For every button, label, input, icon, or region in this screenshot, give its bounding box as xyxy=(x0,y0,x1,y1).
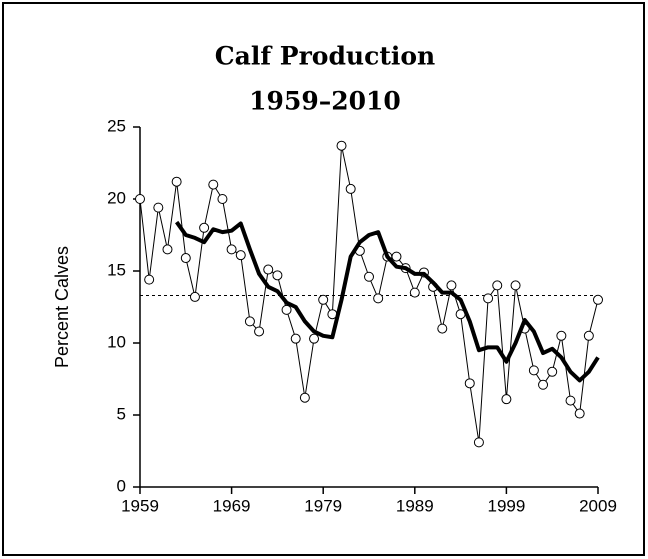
chart-title: Calf Production xyxy=(215,42,435,71)
point xyxy=(180,253,191,264)
point xyxy=(318,294,329,305)
point xyxy=(345,183,356,194)
y-tick-label: 25 xyxy=(107,116,126,135)
point xyxy=(162,244,173,255)
y-tick-label: 5 xyxy=(117,404,126,423)
point xyxy=(336,140,347,151)
point xyxy=(309,333,320,344)
point xyxy=(217,194,228,204)
trend-line xyxy=(175,220,600,383)
point xyxy=(593,294,603,305)
y-tick-label: 15 xyxy=(107,260,126,279)
point xyxy=(528,365,539,376)
x-tick-label: 1969 xyxy=(213,496,251,515)
point xyxy=(364,271,374,282)
point xyxy=(208,179,219,190)
chart-subtitle: 1959–2010 xyxy=(249,87,401,116)
y-axis-label: Percent Calves xyxy=(52,246,72,368)
point xyxy=(574,408,585,419)
point xyxy=(254,326,265,337)
point xyxy=(547,366,558,377)
point xyxy=(583,330,594,341)
point xyxy=(464,378,475,389)
x-tick-label: 1979 xyxy=(304,496,342,515)
point xyxy=(244,316,255,327)
y-tick-label: 10 xyxy=(107,332,126,351)
x-tick-label: 1999 xyxy=(487,496,525,515)
x-tick-label: 1989 xyxy=(396,496,434,515)
point xyxy=(446,280,457,291)
point xyxy=(199,222,210,233)
point xyxy=(409,287,420,298)
point xyxy=(391,251,402,262)
point xyxy=(299,392,310,403)
point xyxy=(373,293,384,304)
point xyxy=(226,244,237,255)
point xyxy=(473,437,484,448)
y-tick-label: 20 xyxy=(107,188,126,207)
point xyxy=(189,291,200,302)
point xyxy=(483,293,494,304)
point xyxy=(135,194,145,204)
x-tick-label: 2009 xyxy=(579,496,617,515)
point xyxy=(565,395,576,406)
point xyxy=(144,274,155,285)
x-tick-label: 1959 xyxy=(121,496,159,515)
point xyxy=(556,330,567,341)
point xyxy=(171,176,182,187)
point xyxy=(437,323,448,334)
point xyxy=(235,250,246,261)
point xyxy=(272,270,283,281)
y-tick-label: 0 xyxy=(117,476,126,495)
point xyxy=(538,379,549,390)
point xyxy=(290,333,301,344)
point xyxy=(510,280,521,291)
point xyxy=(501,394,512,405)
point xyxy=(281,304,292,315)
point xyxy=(492,280,503,291)
point xyxy=(153,202,164,213)
point xyxy=(263,264,274,275)
